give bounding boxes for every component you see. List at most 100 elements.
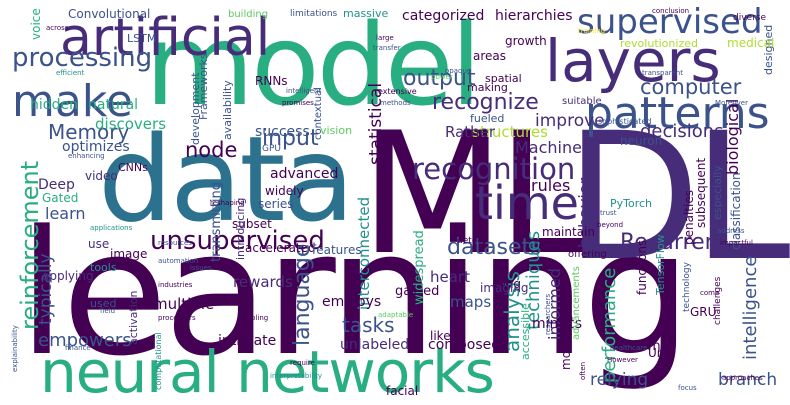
- word-model: model: [145, 1, 482, 131]
- word-transmitting: transmitting: [209, 182, 224, 262]
- word-improve: improve: [535, 111, 605, 131]
- word-discovers: discovers: [95, 115, 167, 133]
- word-extensive: extensive: [378, 87, 417, 96]
- word-neural-networks: neural networks: [40, 338, 495, 405]
- word-growth: growth: [505, 34, 547, 48]
- word-like: like: [430, 329, 451, 343]
- word-enhancing: enhancing: [68, 152, 105, 160]
- word-enabling: enabling: [238, 314, 269, 322]
- word-widespread: widespread: [412, 230, 427, 305]
- word-large: large: [376, 34, 394, 42]
- word-approaches: approaches: [722, 374, 763, 382]
- word-accessible: accessible: [519, 303, 532, 360]
- word-issues: issues: [190, 264, 212, 272]
- word-rules: rules: [531, 176, 571, 195]
- word-subsequent: subsequent: [694, 157, 708, 228]
- word-come: come: [700, 289, 720, 297]
- word-optimizes: optimizes: [62, 139, 130, 155]
- word-widely: widely: [265, 184, 304, 198]
- word-input: input: [262, 126, 319, 151]
- word-massive: massive: [343, 7, 389, 20]
- word-address: address: [717, 227, 745, 235]
- word-Long: Long: [492, 277, 522, 291]
- word-neuron: neuron: [620, 134, 663, 148]
- word-node: node: [185, 138, 238, 162]
- word-applications: applications: [90, 224, 133, 232]
- word-transfer: transfer: [373, 44, 401, 52]
- word-branch: branch: [718, 370, 778, 390]
- word-layers: layers: [545, 27, 721, 95]
- word-supervised: supervised: [577, 2, 763, 42]
- word-explainability: explainability: [11, 325, 19, 372]
- word-intelligence: intelligence: [740, 255, 761, 360]
- word-Convolutional: Convolutional: [68, 7, 151, 21]
- word-structures: structures: [472, 123, 548, 141]
- word-availability: availability: [221, 80, 234, 140]
- word-gained: gained: [395, 284, 440, 299]
- word-training: training: [578, 27, 606, 35]
- word-computational: computational: [154, 332, 163, 390]
- word-transparent: transparent: [642, 69, 683, 77]
- word-challenges: challenges: [713, 276, 723, 325]
- word-series: series: [258, 197, 294, 211]
- word-across: across: [46, 24, 69, 32]
- word-relying: relying: [590, 370, 649, 390]
- word-language: language: [290, 243, 315, 346]
- word-advancements: advancements: [571, 266, 582, 340]
- word-multiple: multiple: [153, 295, 215, 313]
- word-intelligent: intelligent: [286, 87, 322, 95]
- word-rewards: rewards: [233, 273, 293, 291]
- word-revolutionized: revolutionized: [620, 37, 698, 50]
- word-Unit: Unit: [648, 346, 673, 360]
- word-tools: tools: [90, 261, 117, 274]
- word-accelerated: accelerated: [245, 241, 316, 255]
- word-suitable: suitable: [562, 96, 602, 107]
- word-diverse: diverse: [733, 13, 767, 23]
- word-time: time: [475, 176, 579, 230]
- word-Rather: Rather: [445, 123, 496, 141]
- word-Frameworks: Frameworks: [197, 53, 210, 120]
- word-especially: especially: [711, 165, 724, 220]
- word-power: power: [431, 73, 453, 81]
- word-voice: voice: [29, 8, 43, 40]
- word-vision: vision: [320, 124, 353, 137]
- word-maintain: maintain: [542, 225, 595, 239]
- word-automation: automation: [158, 257, 199, 265]
- word-facial: facial: [386, 384, 419, 398]
- word-GRU: GRU: [690, 305, 717, 319]
- word-spatial: spatial: [485, 72, 522, 85]
- word-performance: performance: [599, 267, 620, 383]
- word-require: require: [290, 359, 315, 367]
- word-known: known: [618, 339, 661, 354]
- word-technology: technology: [682, 262, 692, 312]
- word-areas: areas: [473, 49, 507, 63]
- word-focus: focus: [678, 384, 697, 392]
- word-success: success: [255, 124, 310, 140]
- word-resources: resources: [158, 239, 192, 247]
- word-maps: maps: [450, 293, 492, 311]
- word-methods: methods: [380, 99, 411, 107]
- word-industries: industries: [158, 281, 193, 289]
- word-employs: employs: [322, 294, 382, 310]
- word-hidden: hidden: [30, 97, 79, 113]
- word-activation: activation: [127, 290, 140, 345]
- word-learning: learning: [18, 193, 692, 394]
- word-CNNs: CNNs: [118, 161, 148, 174]
- word-efficient: efficient: [56, 69, 85, 77]
- word-recognition: recognition: [412, 152, 576, 186]
- word-recognize: recognize: [432, 90, 539, 115]
- word-features: features: [312, 243, 362, 257]
- word-Recurrent: Recurrent: [620, 230, 728, 255]
- word-beyond: beyond: [597, 221, 624, 229]
- word-limitations: limitations: [290, 9, 338, 19]
- word-researchers: researchers: [544, 293, 552, 335]
- word-unlabeled: unlabeled: [340, 337, 410, 353]
- word-image: image: [110, 247, 148, 261]
- word-subset: subset: [232, 217, 272, 231]
- word-composed: composed: [428, 337, 501, 353]
- word-impactful: impactful: [720, 239, 753, 247]
- word-empowers: empowers: [38, 330, 132, 351]
- word-trust: trust: [600, 209, 617, 217]
- word-learn: learn: [45, 204, 86, 223]
